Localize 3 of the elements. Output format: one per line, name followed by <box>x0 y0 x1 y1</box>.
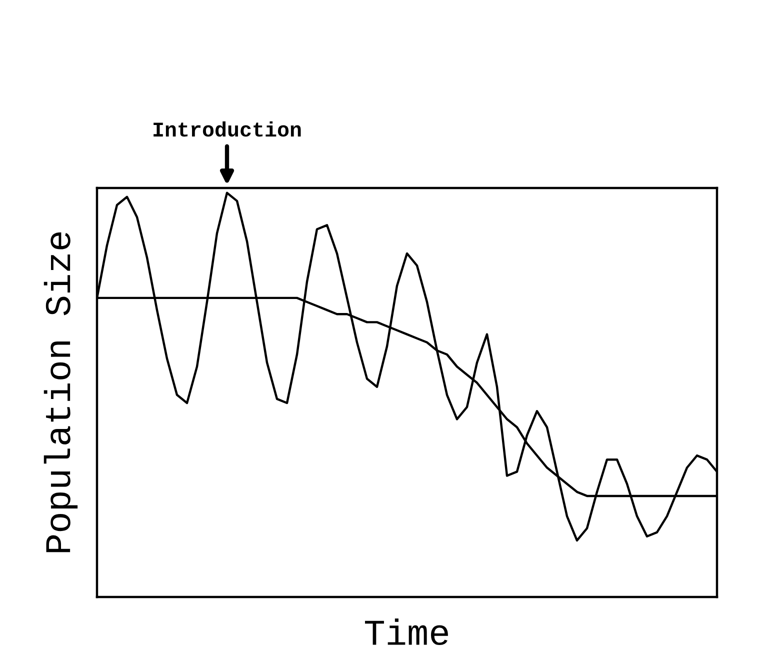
y-axis-title: Population Size <box>44 232 78 552</box>
text: Introduction <box>154 121 301 137</box>
x-axis-title: Time <box>365 618 448 646</box>
